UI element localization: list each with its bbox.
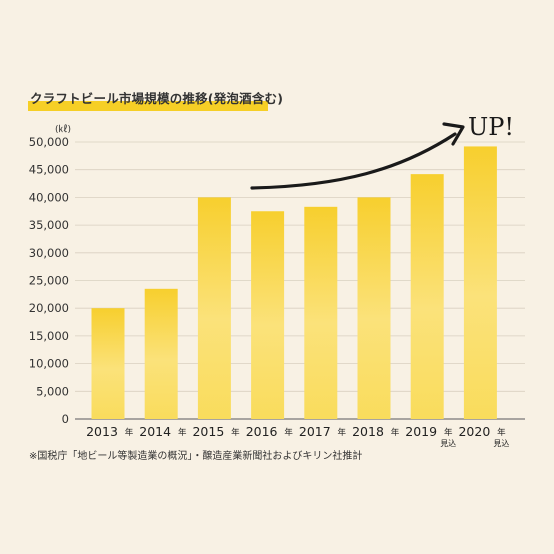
y-tick-label: 10,000 — [29, 357, 69, 371]
year-suffix: 年 — [444, 427, 453, 438]
x-tick-label: 2017 — [299, 424, 331, 439]
year-suffix: 年 — [231, 427, 240, 438]
x-tick-label: 2016 — [246, 424, 278, 439]
x-tick-label: 2020 — [458, 424, 490, 439]
up-arrow-line — [250, 132, 457, 190]
annotation-label: UP! — [468, 113, 514, 141]
y-tick-label: 50,000 — [29, 135, 69, 149]
x-tick-label: 2018 — [352, 424, 384, 439]
x-tick-label: 2015 — [192, 424, 224, 439]
y-tick-label: 5,000 — [36, 384, 69, 398]
y-tick-label: 30,000 — [29, 246, 69, 260]
y-tick-label: 25,000 — [29, 274, 69, 288]
x-tick-label: 2014 — [139, 424, 171, 439]
source-note: ※国税庁「地ビール等製造業の概況」・醸造産業新聞社およびキリン社推計 — [29, 451, 363, 462]
y-tick-label: 15,000 — [29, 329, 69, 343]
y-tick-label: 0 — [62, 412, 69, 426]
x-tick-label: 2013 — [86, 424, 118, 439]
y-tick-label: 35,000 — [29, 218, 69, 232]
year-suffix: 年 — [284, 427, 293, 438]
bar — [463, 146, 497, 419]
year-suffix: 年 — [178, 427, 187, 438]
bar — [410, 174, 444, 419]
y-tick-label: 40,000 — [29, 190, 69, 204]
title-highlight — [28, 101, 268, 111]
chart-title: クラフトビール市場規模の推移(発泡酒含む) — [30, 91, 284, 106]
forecast-label: 見込 — [493, 439, 509, 448]
year-suffix: 年 — [497, 427, 506, 438]
unit-label: (㎘) — [55, 125, 72, 135]
x-tick-label: 2019 — [405, 424, 437, 439]
bar — [304, 206, 338, 419]
bar — [144, 288, 178, 419]
year-suffix: 年 — [391, 427, 400, 438]
up-arrow-head — [442, 122, 465, 146]
y-tick-label: 45,000 — [29, 163, 69, 177]
bar — [251, 211, 285, 419]
bar — [357, 197, 391, 419]
y-tick-label: 20,000 — [29, 301, 69, 315]
year-suffix: 年 — [338, 427, 347, 438]
bar — [197, 197, 231, 419]
forecast-label: 見込 — [440, 439, 456, 448]
bar — [91, 308, 125, 419]
year-suffix: 年 — [125, 427, 134, 438]
